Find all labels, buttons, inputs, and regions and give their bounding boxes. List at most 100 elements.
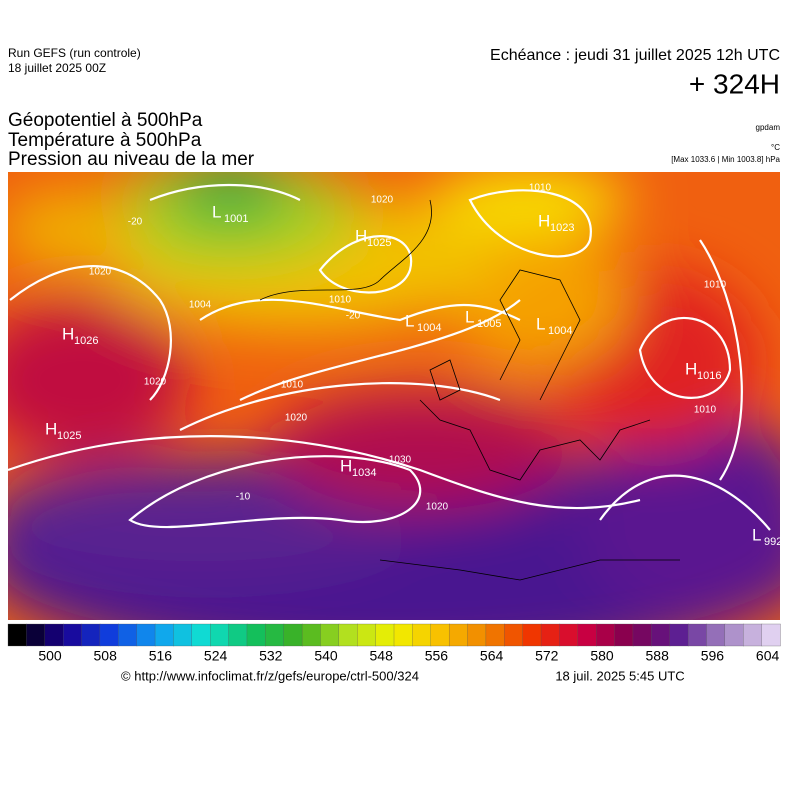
- colorbar-swatch: [596, 623, 616, 647]
- center-pressure: 1025: [367, 237, 391, 249]
- colorbar-swatch: [504, 623, 524, 647]
- colorbar-swatch: [614, 623, 634, 647]
- title-line: Température à 500hPa: [8, 130, 202, 151]
- colorbar-swatch: [375, 623, 395, 647]
- colorbar-swatch: [724, 623, 744, 647]
- colorbar-swatch: [154, 623, 175, 647]
- colorbar-swatch: [81, 623, 101, 647]
- colorbar-swatch: [448, 623, 469, 647]
- colorbar-swatch: [412, 623, 432, 647]
- colorbar-swatch: [320, 623, 340, 647]
- center-pressure: 1023: [550, 222, 574, 234]
- colorbar-tick-label: 572: [535, 648, 559, 664]
- colorbar-swatch: [265, 623, 285, 647]
- colorbar-swatch: [651, 623, 671, 647]
- colorbar-tick-label: 524: [204, 648, 228, 664]
- issue-time: 18 juil. 2025 5:45 UTC: [555, 668, 684, 683]
- colorbar-swatch: [228, 623, 248, 647]
- colorbar-swatch: [26, 623, 46, 647]
- title-line: Pression au niveau de la mer: [8, 149, 255, 170]
- contour-label: 1020: [426, 502, 449, 513]
- contour-label: 1020: [89, 267, 112, 278]
- colorbar-swatch: [687, 623, 708, 647]
- colorbar-swatch: [761, 623, 781, 647]
- run-label: Run GEFS (run controle): [8, 46, 141, 60]
- colorbar-swatch: [136, 623, 156, 647]
- colorbar-swatch: [118, 623, 138, 647]
- center-type: H: [62, 324, 74, 343]
- colorbar-swatch: [485, 623, 505, 647]
- contour-label: -20: [128, 217, 143, 228]
- center-type: H: [685, 359, 697, 378]
- colorbar-swatch: [62, 623, 83, 647]
- contour-label: 1010: [529, 183, 552, 194]
- colorbar-swatch: [173, 623, 193, 647]
- colorbar-swatch: [540, 623, 561, 647]
- contour-label: 1020: [285, 413, 308, 424]
- contour-label: 1010: [694, 405, 717, 416]
- contour-label: 1020: [144, 377, 167, 388]
- colorbar-tick-label: 588: [646, 648, 670, 664]
- colorbar-tick-label: 556: [425, 648, 449, 664]
- echeance: Echéance : jeudi 31 juillet 2025 12h UTC: [490, 47, 780, 64]
- center-pressure: 992: [764, 536, 782, 548]
- run-date: 18 juillet 2025 00Z: [8, 61, 106, 75]
- center-type: L: [212, 202, 221, 221]
- contour-label: 1010: [704, 280, 727, 291]
- colorbar-tick-label: 532: [259, 648, 283, 664]
- center-type: L: [752, 525, 761, 544]
- unit-label: °C: [771, 143, 780, 152]
- colorbar-tick-label: 500: [38, 648, 62, 664]
- colorbar-swatch: [301, 623, 322, 647]
- colorbar-swatch: [357, 623, 377, 647]
- colorbar-tick-label: 508: [94, 648, 118, 664]
- colorbar-swatch: [430, 623, 450, 647]
- center-pressure: 1001: [224, 213, 248, 225]
- center-type: H: [355, 226, 367, 245]
- contour-label: 1004: [189, 300, 212, 311]
- colorbar-swatch: [7, 623, 28, 647]
- unit-label: [Max 1033.6 | Min 1003.8] hPa: [671, 155, 780, 164]
- colorbar-tick-label: 604: [756, 648, 780, 664]
- colorbar-swatch: [522, 623, 542, 647]
- colorbar-swatch: [99, 623, 119, 647]
- colorbar-tick-label: 564: [480, 648, 504, 664]
- center-pressure: 1025: [57, 430, 81, 442]
- colorbar-swatch: [706, 623, 726, 647]
- contour-label: -20: [346, 311, 361, 322]
- center-pressure: 1004: [417, 322, 441, 334]
- colorbar-swatch: [210, 623, 230, 647]
- colorbar-swatch: [393, 623, 414, 647]
- colorbar-swatch: [632, 623, 652, 647]
- contour-label: 1010: [281, 380, 304, 391]
- colorbar-swatch: [246, 623, 266, 647]
- colorbar-tick-label: 548: [370, 648, 394, 664]
- center-pressure: 1034: [352, 467, 376, 479]
- colorbar-swatch: [467, 623, 487, 647]
- colorbar-tick-label: 540: [314, 648, 338, 664]
- center-pressure: 1016: [697, 370, 721, 382]
- contour-label: 1020: [371, 195, 394, 206]
- colorbar-tick-label: 516: [149, 648, 173, 664]
- contour-label: -10: [236, 492, 251, 503]
- colorbar-swatch: [338, 623, 358, 647]
- center-type: L: [536, 314, 545, 333]
- contour-label: 1010: [329, 295, 352, 306]
- colorbar-tick-label: 580: [590, 648, 614, 664]
- center-pressure: 1005: [477, 318, 501, 330]
- contour-label: 1030: [389, 455, 412, 466]
- center-type: H: [45, 419, 57, 438]
- center-type: L: [405, 311, 414, 330]
- colorbar-swatch: [44, 623, 64, 647]
- center-type: H: [538, 211, 550, 230]
- colorbar-swatch: [283, 623, 303, 647]
- lead-time: + 324H: [689, 68, 780, 99]
- title-line: Géopotentiel à 500hPa: [8, 110, 203, 131]
- unit-label: gpdam: [756, 123, 781, 132]
- center-type: L: [465, 307, 474, 326]
- colorbar-swatch: [669, 623, 689, 647]
- colorbar-swatch: [577, 623, 597, 647]
- colorbar-swatch: [559, 623, 579, 647]
- center-type: H: [340, 456, 352, 475]
